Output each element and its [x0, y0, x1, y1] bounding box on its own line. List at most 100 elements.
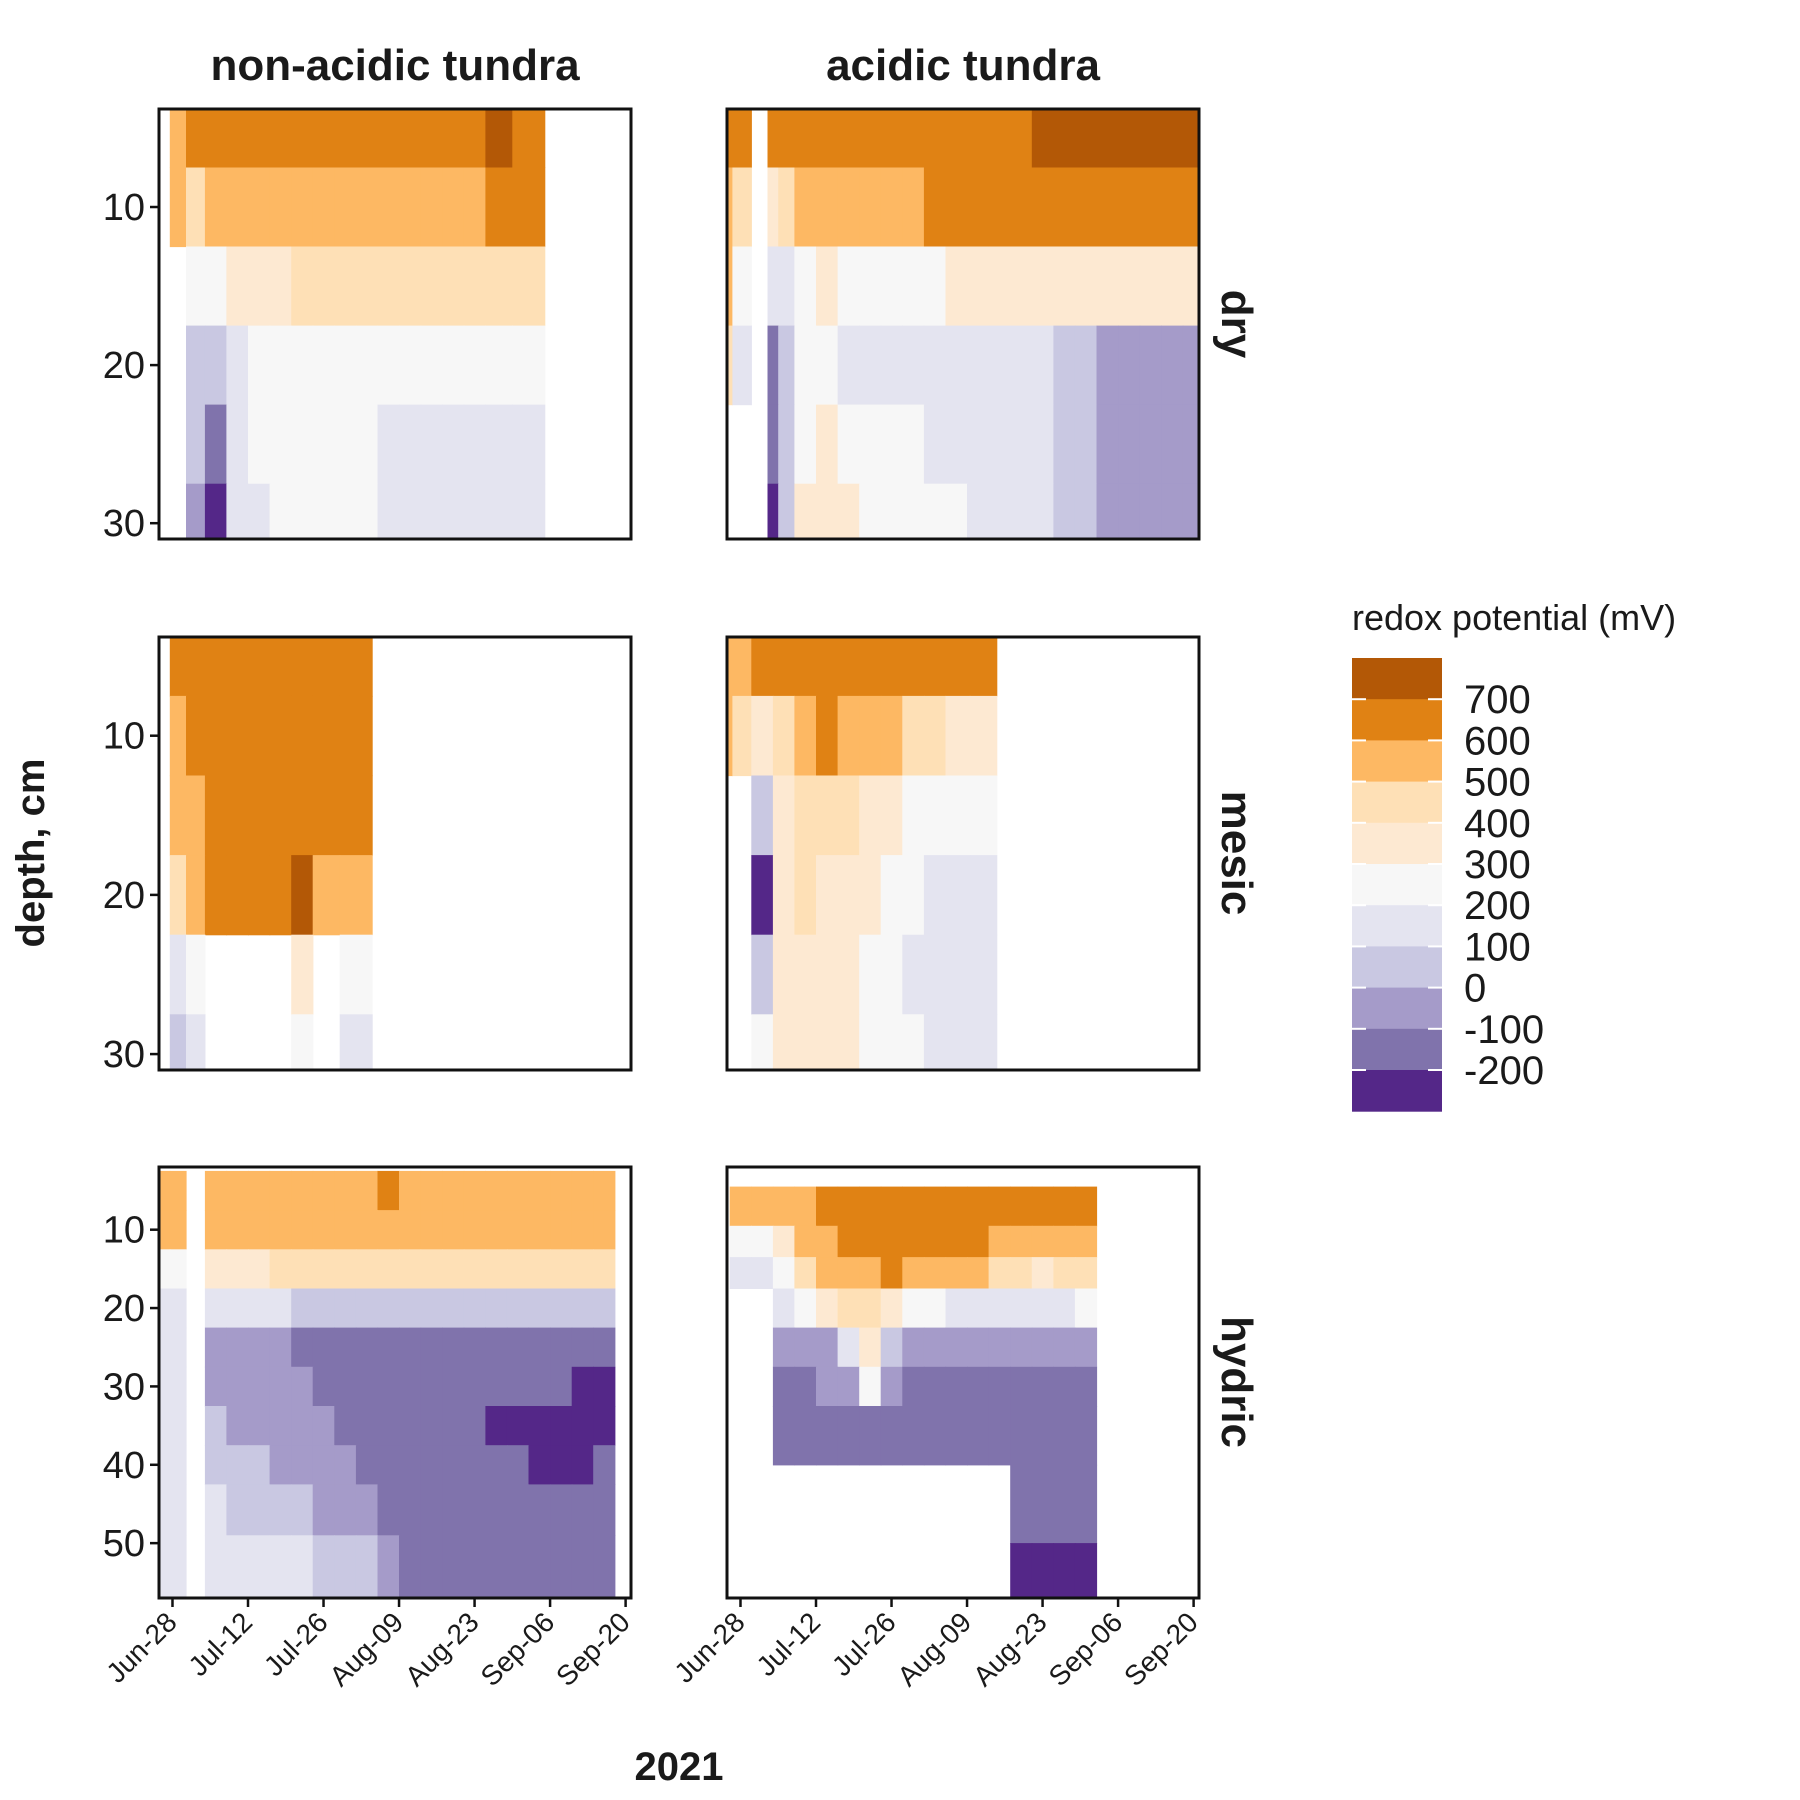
panel-frame	[725, 1165, 1201, 1600]
heatmap-cell	[355, 483, 379, 539]
legend-key	[1352, 740, 1442, 783]
heatmap-cell	[1053, 1464, 1076, 1544]
heatmap-cell	[485, 109, 513, 168]
heatmap-cell	[248, 1210, 271, 1250]
heatmap-cell	[945, 855, 971, 936]
heatmap-cell	[291, 1014, 314, 1070]
heatmap-cell	[1010, 1186, 1033, 1227]
heatmap-cell	[463, 1445, 486, 1485]
heatmap-cell	[794, 1014, 817, 1070]
heatmap-cell	[204, 1210, 228, 1250]
heatmap-cell	[1010, 246, 1033, 327]
heatmap-cell	[442, 109, 465, 168]
heatmap-cell	[291, 167, 314, 248]
legend-label: 300	[1464, 843, 1531, 887]
heatmap-cell	[528, 1484, 551, 1536]
heatmap-cell	[204, 325, 228, 406]
heatmap-cell	[837, 404, 860, 485]
heatmap-cell	[226, 109, 249, 168]
heatmap-cell	[291, 1366, 314, 1407]
heatmap-cell	[969, 695, 998, 777]
heatmap-cell	[334, 1170, 357, 1211]
heatmap-cell	[1053, 1543, 1076, 1598]
heatmap-cell	[291, 934, 314, 1015]
heatmap-cell	[1139, 246, 1162, 327]
heatmap-cell	[902, 1366, 925, 1407]
heatmap-cell	[334, 1327, 357, 1368]
heatmap-cell	[837, 109, 860, 168]
heatmap-cell	[945, 483, 968, 539]
heatmap-cell	[204, 1445, 228, 1485]
x-tick-label: Aug-09	[892, 1606, 978, 1692]
heatmap-cell	[399, 1249, 422, 1290]
heatmap-cell	[291, 695, 314, 777]
heatmap-cell	[506, 1288, 530, 1329]
heatmap-cell	[334, 1535, 357, 1598]
heatmap-cell	[159, 1170, 171, 1211]
heatmap-cell	[988, 1327, 1011, 1368]
heatmap-cell	[945, 1366, 968, 1407]
heatmap-cell	[550, 1366, 573, 1407]
heatmap-cell	[528, 1288, 551, 1329]
heatmap-cell	[727, 167, 733, 248]
heatmap-cell	[186, 637, 206, 697]
heatmap-cell	[816, 934, 839, 1015]
heatmap-cell	[312, 1288, 335, 1329]
y-tick-label: 10	[103, 1210, 145, 1252]
heatmap-cell	[593, 1210, 616, 1250]
heatmap-cell	[571, 1406, 594, 1446]
panel-frame	[725, 635, 1201, 1072]
y-tick-label: 20	[103, 875, 145, 917]
heatmap-cell	[1074, 1288, 1098, 1329]
heatmap-cell	[334, 1445, 357, 1485]
heatmap-cell	[988, 1288, 1011, 1329]
heatmap-cell	[291, 1406, 314, 1446]
heatmap-cell	[794, 1257, 817, 1289]
y-tick-label: 30	[103, 503, 145, 545]
heatmap-cell	[1182, 109, 1199, 168]
heatmap-cell	[312, 1445, 335, 1485]
heatmap-cell	[248, 695, 271, 777]
heatmap-cell	[988, 404, 1011, 485]
x-tick-label: Aug-23	[399, 1606, 485, 1692]
heatmap-cell	[772, 1327, 796, 1368]
heatmap-cell	[312, 855, 341, 936]
heatmap-cell	[1074, 1406, 1098, 1466]
heatmap-cell	[1161, 246, 1184, 327]
panel-hydric-acidic	[729, 1186, 1098, 1598]
heatmap-cell	[1096, 246, 1119, 327]
heatmap-cell	[528, 1406, 551, 1446]
heatmap-cell	[1010, 404, 1033, 485]
heatmap-cell	[159, 1406, 171, 1446]
heatmap-cell	[339, 934, 373, 1015]
legend-label: 700	[1464, 678, 1531, 722]
x-tick-label: Jul-12	[750, 1606, 826, 1682]
heatmap-cell	[159, 1484, 171, 1536]
heatmap-cell	[923, 483, 947, 539]
heatmap-cell	[226, 775, 249, 856]
heatmap-cell	[593, 1327, 616, 1368]
heatmap-cell	[485, 404, 513, 485]
heatmap-cell	[923, 246, 947, 327]
heatmap-cell	[880, 1014, 903, 1070]
heatmap-cell	[248, 325, 271, 406]
heatmap-cell	[186, 1014, 206, 1070]
heatmap-cell	[1031, 1186, 1054, 1227]
heatmap-cell	[988, 167, 1011, 248]
heatmap-cell	[880, 246, 903, 327]
heatmap-cell	[1031, 1257, 1054, 1289]
heatmap-cell	[420, 1366, 443, 1407]
heatmap-cell	[837, 1406, 860, 1466]
heatmap-cell	[859, 325, 882, 406]
heatmap-cell	[169, 637, 187, 697]
heatmap-cell	[550, 1210, 573, 1250]
heatmap-cell	[727, 637, 733, 697]
heatmap-cell	[169, 695, 187, 777]
legend-label: 200	[1464, 884, 1531, 928]
heatmap-cell	[945, 1406, 968, 1466]
heatmap-cell	[355, 1170, 379, 1211]
heatmap-cell	[226, 1484, 249, 1536]
heatmap-cell	[248, 167, 271, 248]
heatmap-cell	[1010, 1257, 1033, 1289]
